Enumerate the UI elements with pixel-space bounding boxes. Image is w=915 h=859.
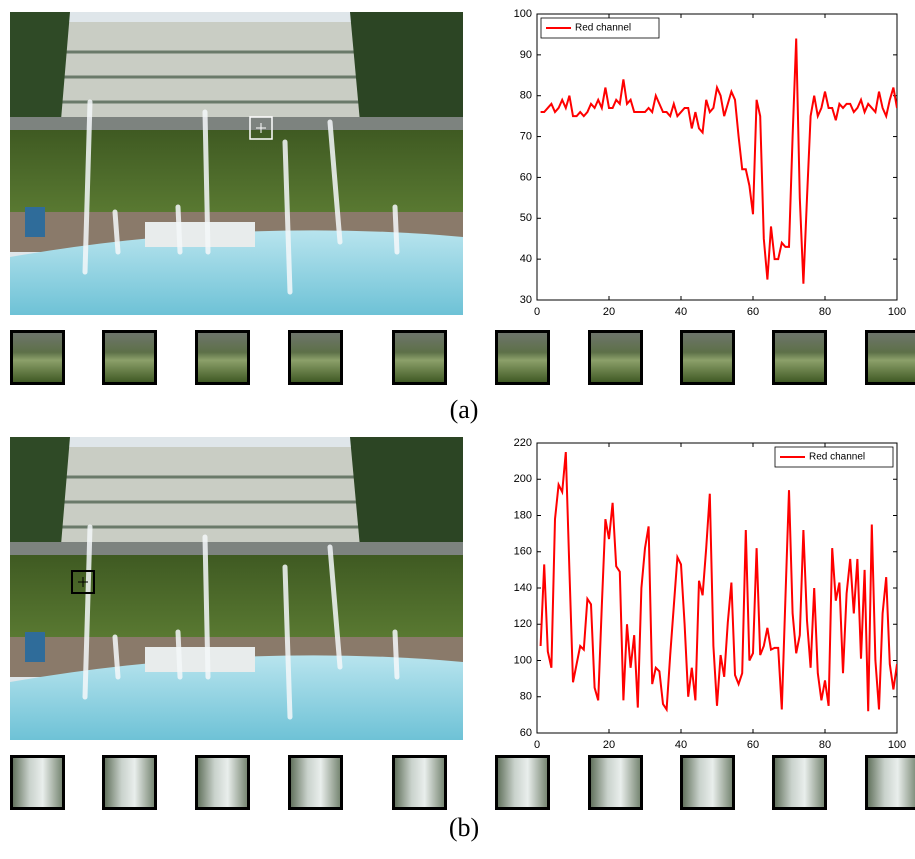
- y-tick-label: 100: [514, 654, 532, 666]
- x-tick-label: 80: [819, 306, 831, 318]
- y-tick-label: 180: [514, 509, 532, 521]
- y-tick-label: 30: [520, 294, 532, 306]
- y-tick-label: 200: [514, 473, 532, 485]
- thumbnail: [682, 332, 734, 384]
- y-tick-label: 220: [514, 437, 532, 449]
- y-tick-label: 160: [514, 546, 532, 558]
- panel-label: (b): [449, 813, 479, 842]
- x-tick-label: 20: [603, 306, 615, 318]
- thumbnail: [590, 332, 642, 384]
- x-tick-label: 80: [819, 739, 831, 751]
- thumbnail: [104, 757, 156, 809]
- legend-label: Red channel: [575, 23, 631, 34]
- thumbnail: [867, 757, 915, 809]
- x-tick-label: 0: [534, 739, 540, 751]
- panel-label: (a): [450, 395, 479, 424]
- x-tick-label: 20: [603, 739, 615, 751]
- thumbnail: [12, 332, 64, 384]
- x-tick-label: 40: [675, 306, 687, 318]
- x-tick-label: 100: [888, 306, 906, 318]
- thumbnail: [394, 757, 446, 809]
- x-tick-label: 60: [747, 306, 759, 318]
- thumbnail: [290, 332, 342, 384]
- thumbnail: [774, 332, 826, 384]
- thumbnail: [497, 332, 549, 384]
- thumbnail: [590, 757, 642, 809]
- thumbnail: [197, 332, 249, 384]
- x-tick-label: 0: [534, 306, 540, 318]
- plot-frame: [537, 14, 897, 300]
- y-tick-label: 80: [520, 90, 532, 102]
- legend-label: Red channel: [809, 452, 865, 463]
- x-tick-label: 40: [675, 739, 687, 751]
- thumbnail: [104, 332, 156, 384]
- y-tick-label: 60: [520, 727, 532, 739]
- y-tick-label: 90: [520, 49, 532, 61]
- thumbnail: [497, 757, 549, 809]
- y-tick-label: 80: [520, 691, 532, 703]
- thumbnail: [290, 757, 342, 809]
- thumbnail: [197, 757, 249, 809]
- y-tick-label: 50: [520, 212, 532, 224]
- thumbnail: [867, 332, 915, 384]
- y-tick-label: 100: [514, 8, 532, 20]
- thumbnail: [12, 757, 64, 809]
- thumbnail: [774, 757, 826, 809]
- thumbnail: [682, 757, 734, 809]
- x-tick-label: 60: [747, 739, 759, 751]
- y-tick-label: 120: [514, 618, 532, 630]
- y-tick-label: 60: [520, 171, 532, 183]
- y-tick-label: 40: [520, 253, 532, 265]
- x-tick-label: 100: [888, 739, 906, 751]
- thumbnail: [394, 332, 446, 384]
- y-tick-label: 70: [520, 130, 532, 142]
- y-tick-label: 140: [514, 582, 532, 594]
